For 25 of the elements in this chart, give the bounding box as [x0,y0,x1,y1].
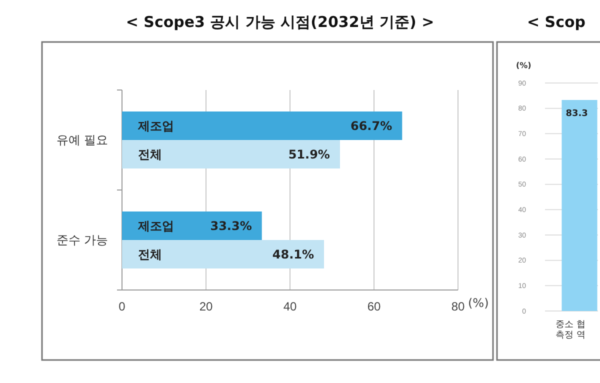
data-label: 51.9% [288,147,330,162]
data-label: 33.3% [210,218,252,233]
x-tick-label: 80 [451,300,465,314]
series-label: 전체 [138,147,162,162]
data-label: 83.3 [566,108,588,119]
chart-title: < Scop [527,13,586,31]
x-tick-label: 중소 협 측정 역 [556,320,586,340]
text: 제조업 [138,218,174,233]
x-tick-label: 0 [118,300,126,314]
chart-title: < Scope3 공시 가능 시점(2032년 기준) > [126,13,434,31]
bar [122,140,340,168]
y-tick-label: 유예 필요 [56,132,108,147]
x-axis-title: (%) [468,296,489,310]
data-label: 48.1% [272,247,314,262]
x-tick-label: 20 [199,300,213,314]
bar [122,112,402,140]
x-tick-label: 40 [283,300,297,314]
text: 전체 [138,247,162,262]
y-tick-label: 준수 가능 [56,232,108,247]
y-axis-title: (%) [516,61,532,70]
bar [122,212,262,240]
bar [122,240,324,268]
x-tick-label: 60 [367,300,381,314]
series-label: 제조업 [137,118,174,133]
data-label: 66.7% [350,118,392,133]
